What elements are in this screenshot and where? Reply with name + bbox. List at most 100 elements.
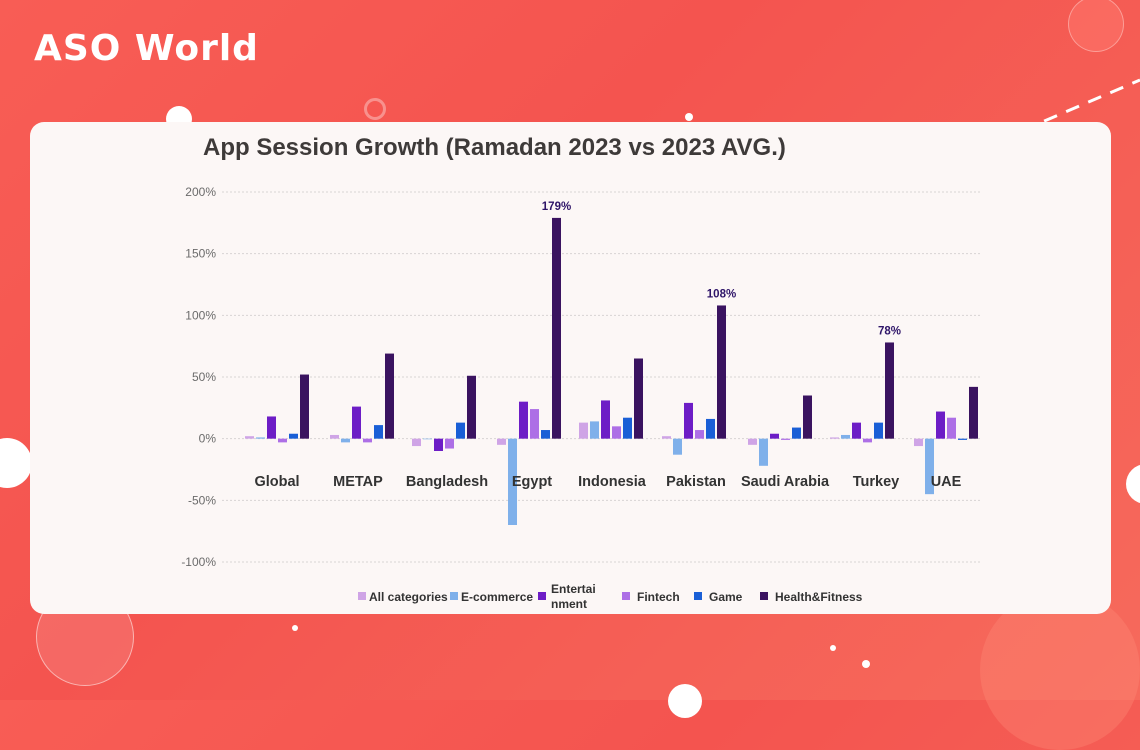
- legend-swatch: [760, 592, 768, 600]
- bar: [841, 434, 850, 439]
- bar: [759, 438, 768, 466]
- legend-label: E-commerce: [461, 590, 533, 604]
- legend-swatch: [694, 592, 702, 600]
- bar: [914, 438, 923, 447]
- legend-label: Entertai: [551, 582, 596, 596]
- bar: [245, 436, 254, 439]
- bar: [579, 422, 588, 439]
- legend-swatch: [450, 592, 458, 600]
- bar: [267, 416, 276, 439]
- bar: [552, 217, 561, 439]
- bar: [467, 375, 476, 439]
- bg-dot-5: [292, 625, 298, 631]
- bar: [541, 430, 550, 439]
- bar: [612, 426, 621, 439]
- x-category-label: UAE: [931, 474, 962, 490]
- legend-label: Fintech: [637, 590, 680, 604]
- y-tick-label: 100%: [185, 308, 216, 322]
- bar: [508, 438, 517, 525]
- bar: [434, 438, 443, 451]
- bar: [412, 438, 421, 447]
- bar: [385, 353, 394, 439]
- bar: [456, 422, 465, 439]
- bg-dot-2: [364, 98, 386, 120]
- bar: [717, 305, 726, 439]
- legend-swatch: [622, 592, 630, 600]
- bar: [363, 438, 372, 443]
- bar: [497, 438, 506, 445]
- data-label: 78%: [878, 325, 901, 337]
- bar: [352, 406, 361, 439]
- x-category-label: Egypt: [512, 474, 552, 490]
- bar: [374, 425, 383, 439]
- bar: [445, 438, 454, 449]
- bar: [278, 438, 287, 443]
- bar: [770, 433, 779, 439]
- bar: [634, 358, 643, 439]
- bg-dot-6: [830, 645, 836, 651]
- y-tick-label: -50%: [188, 493, 216, 507]
- legend-label: Game: [709, 590, 743, 604]
- bar: [519, 401, 528, 439]
- data-label: 179%: [542, 201, 571, 213]
- bar: [706, 418, 715, 439]
- bg-circle-top-right: [1068, 0, 1124, 52]
- x-category-label: Pakistan: [666, 474, 726, 490]
- bar: [781, 438, 790, 440]
- x-category-label: Saudi Arabia: [741, 474, 830, 490]
- bar: [936, 411, 945, 439]
- x-category-label: METAP: [333, 474, 383, 490]
- bar: [852, 422, 861, 439]
- bar: [830, 437, 839, 439]
- bar: [300, 374, 309, 439]
- y-tick-label: 0%: [199, 432, 217, 446]
- y-tick-label: 200%: [185, 185, 216, 199]
- bg-circle-left: [0, 438, 32, 488]
- bar: [662, 436, 671, 439]
- bar: [256, 437, 265, 439]
- chart-card: App Session Growth (Ramadan 2023 vs 2023…: [30, 122, 1111, 614]
- brand-logo: ASO World: [34, 28, 259, 69]
- bar: [925, 438, 934, 495]
- bar: [863, 438, 872, 443]
- bar: [947, 417, 956, 439]
- y-tick-label: 50%: [192, 370, 216, 384]
- bg-dot-3: [685, 113, 693, 121]
- bar: [423, 438, 432, 440]
- bar: [590, 421, 599, 439]
- bg-circle-bottom-right: [980, 590, 1140, 750]
- y-tick-label: 150%: [185, 247, 216, 261]
- bg-dot-7: [862, 660, 870, 668]
- data-label: 108%: [707, 288, 736, 300]
- y-tick-label: -100%: [181, 555, 216, 569]
- bar: [673, 438, 682, 455]
- x-category-label: Bangladesh: [406, 474, 488, 490]
- bar: [623, 417, 632, 439]
- bar: [748, 438, 757, 445]
- bar: [695, 430, 704, 439]
- bg-dot-4: [668, 684, 702, 718]
- bar: [341, 438, 350, 443]
- chart-title: App Session Growth (Ramadan 2023 vs 2023…: [203, 134, 786, 161]
- bar: [803, 395, 812, 439]
- legend-label: All categories: [369, 590, 448, 604]
- bg-circle-right: [1126, 464, 1140, 504]
- bar: [289, 433, 298, 439]
- legend-label: Health&Fitness: [775, 590, 863, 604]
- bar: [874, 422, 883, 439]
- bar-chart: -100% -50% 0% 50% 100% 150% 200% 179% 108% 78% Glo…: [181, 185, 980, 611]
- x-category-label: Turkey: [853, 474, 899, 490]
- legend-label: nment: [551, 597, 587, 611]
- bar: [601, 400, 610, 439]
- bar: [792, 427, 801, 439]
- bar: [885, 342, 894, 439]
- brand-logo-text: ASO World: [34, 28, 259, 69]
- bar: [530, 409, 539, 439]
- x-category-label: Indonesia: [578, 474, 647, 490]
- legend-swatch: [538, 592, 546, 600]
- legend-swatch: [358, 592, 366, 600]
- x-category-label: Global: [254, 474, 299, 490]
- bar: [969, 386, 978, 439]
- bar: [330, 434, 339, 439]
- bar: [958, 438, 967, 440]
